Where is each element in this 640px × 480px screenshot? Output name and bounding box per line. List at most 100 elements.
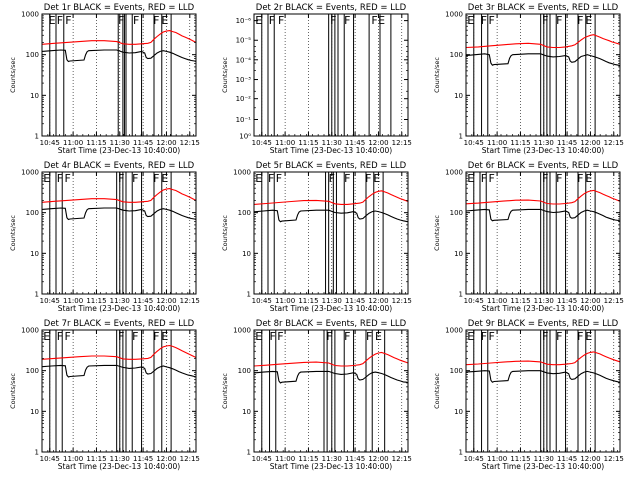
x-tick-label: 11:00	[487, 139, 507, 147]
x-tick-label: 12:15	[392, 455, 412, 463]
x-tick-label: 11:15	[86, 297, 106, 305]
y-tick-label: 10⁻²	[236, 95, 252, 103]
x-tick-label: 11:30	[322, 139, 342, 147]
flag-label: F	[330, 14, 336, 27]
x-tick-label: 10:45	[464, 455, 484, 463]
y-axis-label: Counts/sec	[433, 215, 441, 251]
panel-title: Det 7r BLACK = Events, RED = LLD	[44, 319, 195, 329]
x-tick-label: 12:00	[156, 139, 176, 147]
flag-label: F	[153, 330, 159, 343]
y-tick-label: 10	[454, 250, 463, 258]
x-tick-label: 11:30	[534, 139, 554, 147]
x-tick-label: 12:15	[604, 139, 624, 147]
flag-label: F	[133, 14, 139, 27]
flag-label: F	[118, 330, 124, 343]
x-axis-label: Start Time (23-Dec-13 10:40:00)	[482, 146, 604, 155]
x-axis-label: Start Time (23-Dec-13 10:40:00)	[270, 462, 392, 471]
flag-label: F	[132, 330, 138, 343]
x-tick-label: 11:00	[275, 139, 295, 147]
y-tick-label: 1	[35, 133, 39, 141]
x-tick-label: 12:00	[580, 297, 600, 305]
lld-series-line	[41, 30, 197, 45]
flag-label: F	[278, 14, 284, 27]
y-tick-label: 100	[238, 367, 251, 375]
axes-frame	[41, 13, 197, 137]
x-tick-label: 11:15	[86, 139, 106, 147]
y-axis-label: Counts/sec	[9, 215, 17, 251]
x-tick-label: 10:45	[40, 297, 60, 305]
flag-label: F	[542, 172, 548, 185]
flag-label: E	[255, 14, 262, 27]
axes-frame	[253, 329, 409, 453]
events-series-line	[41, 49, 197, 63]
lld-series-line	[465, 34, 621, 49]
x-axis-label: Start Time (23-Dec-13 10:40:00)	[270, 304, 392, 313]
flag-label: F	[556, 172, 562, 185]
axes-frame	[465, 329, 621, 453]
flag-label: E	[43, 172, 50, 185]
axes-frame	[41, 171, 197, 295]
x-tick-label: 11:30	[534, 297, 554, 305]
x-tick-label: 11:15	[298, 455, 318, 463]
y-tick-label: 100	[450, 51, 463, 59]
flag-label: E	[161, 172, 168, 185]
flag-label: E	[161, 14, 168, 27]
flag-label: E	[467, 330, 474, 343]
x-axis-label: Start Time (23-Dec-13 10:40:00)	[482, 462, 604, 471]
y-tick-label: 100	[238, 209, 251, 217]
y-tick-label: 1000	[233, 327, 251, 335]
flag-label: E	[43, 330, 50, 343]
flag-label: F	[118, 172, 124, 185]
flag-label: E	[585, 14, 592, 27]
lld-series-line	[253, 351, 409, 367]
y-tick-label: 100	[450, 367, 463, 375]
x-axis-label: Start Time (23-Dec-13 10:40:00)	[482, 304, 604, 313]
x-tick-label: 12:15	[392, 297, 412, 305]
x-tick-label: 11:45	[557, 139, 577, 147]
flag-label: F	[577, 172, 583, 185]
flag-label: F	[329, 172, 335, 185]
y-tick-label: 100	[26, 51, 39, 59]
flag-label: F	[489, 172, 495, 185]
flag-label: F	[277, 330, 283, 343]
x-tick-label: 12:00	[368, 139, 388, 147]
x-tick-label: 12:15	[604, 297, 624, 305]
flag-label: F	[489, 330, 495, 343]
y-tick-label: 100	[26, 367, 39, 375]
flag-label: F	[481, 14, 487, 27]
flag-label: E	[373, 172, 380, 185]
y-tick-label: 10	[454, 408, 463, 416]
flag-label: F	[153, 14, 159, 27]
flag-label: F	[556, 330, 562, 343]
x-tick-label: 11:00	[275, 297, 295, 305]
x-tick-label: 11:15	[510, 139, 530, 147]
events-series-line	[465, 53, 621, 67]
flag-label: E	[585, 330, 592, 343]
x-tick-label: 11:30	[110, 297, 130, 305]
y-axis-label: Counts/sec	[221, 373, 229, 409]
y-tick-label: 1000	[233, 169, 251, 177]
flag-label: E	[585, 172, 592, 185]
events-series-line	[41, 364, 197, 378]
flag-label: E	[375, 330, 382, 343]
x-tick-label: 11:45	[133, 139, 153, 147]
y-tick-label: 10⁻¹	[236, 116, 252, 124]
events-series-line	[253, 209, 409, 223]
y-tick-label: 10	[30, 92, 39, 100]
x-tick-label: 12:15	[604, 455, 624, 463]
x-tick-label: 11:45	[557, 297, 577, 305]
panel-title: Det 5r BLACK = Events, RED = LLD	[256, 161, 407, 171]
y-tick-label: 100	[450, 209, 463, 217]
flag-label: F	[577, 330, 583, 343]
y-tick-label: 1	[459, 449, 463, 457]
flag-label: F	[344, 172, 350, 185]
x-tick-label: 12:00	[580, 455, 600, 463]
x-tick-label: 12:00	[580, 139, 600, 147]
x-tick-label: 11:15	[510, 297, 530, 305]
y-tick-label: 10	[30, 408, 39, 416]
